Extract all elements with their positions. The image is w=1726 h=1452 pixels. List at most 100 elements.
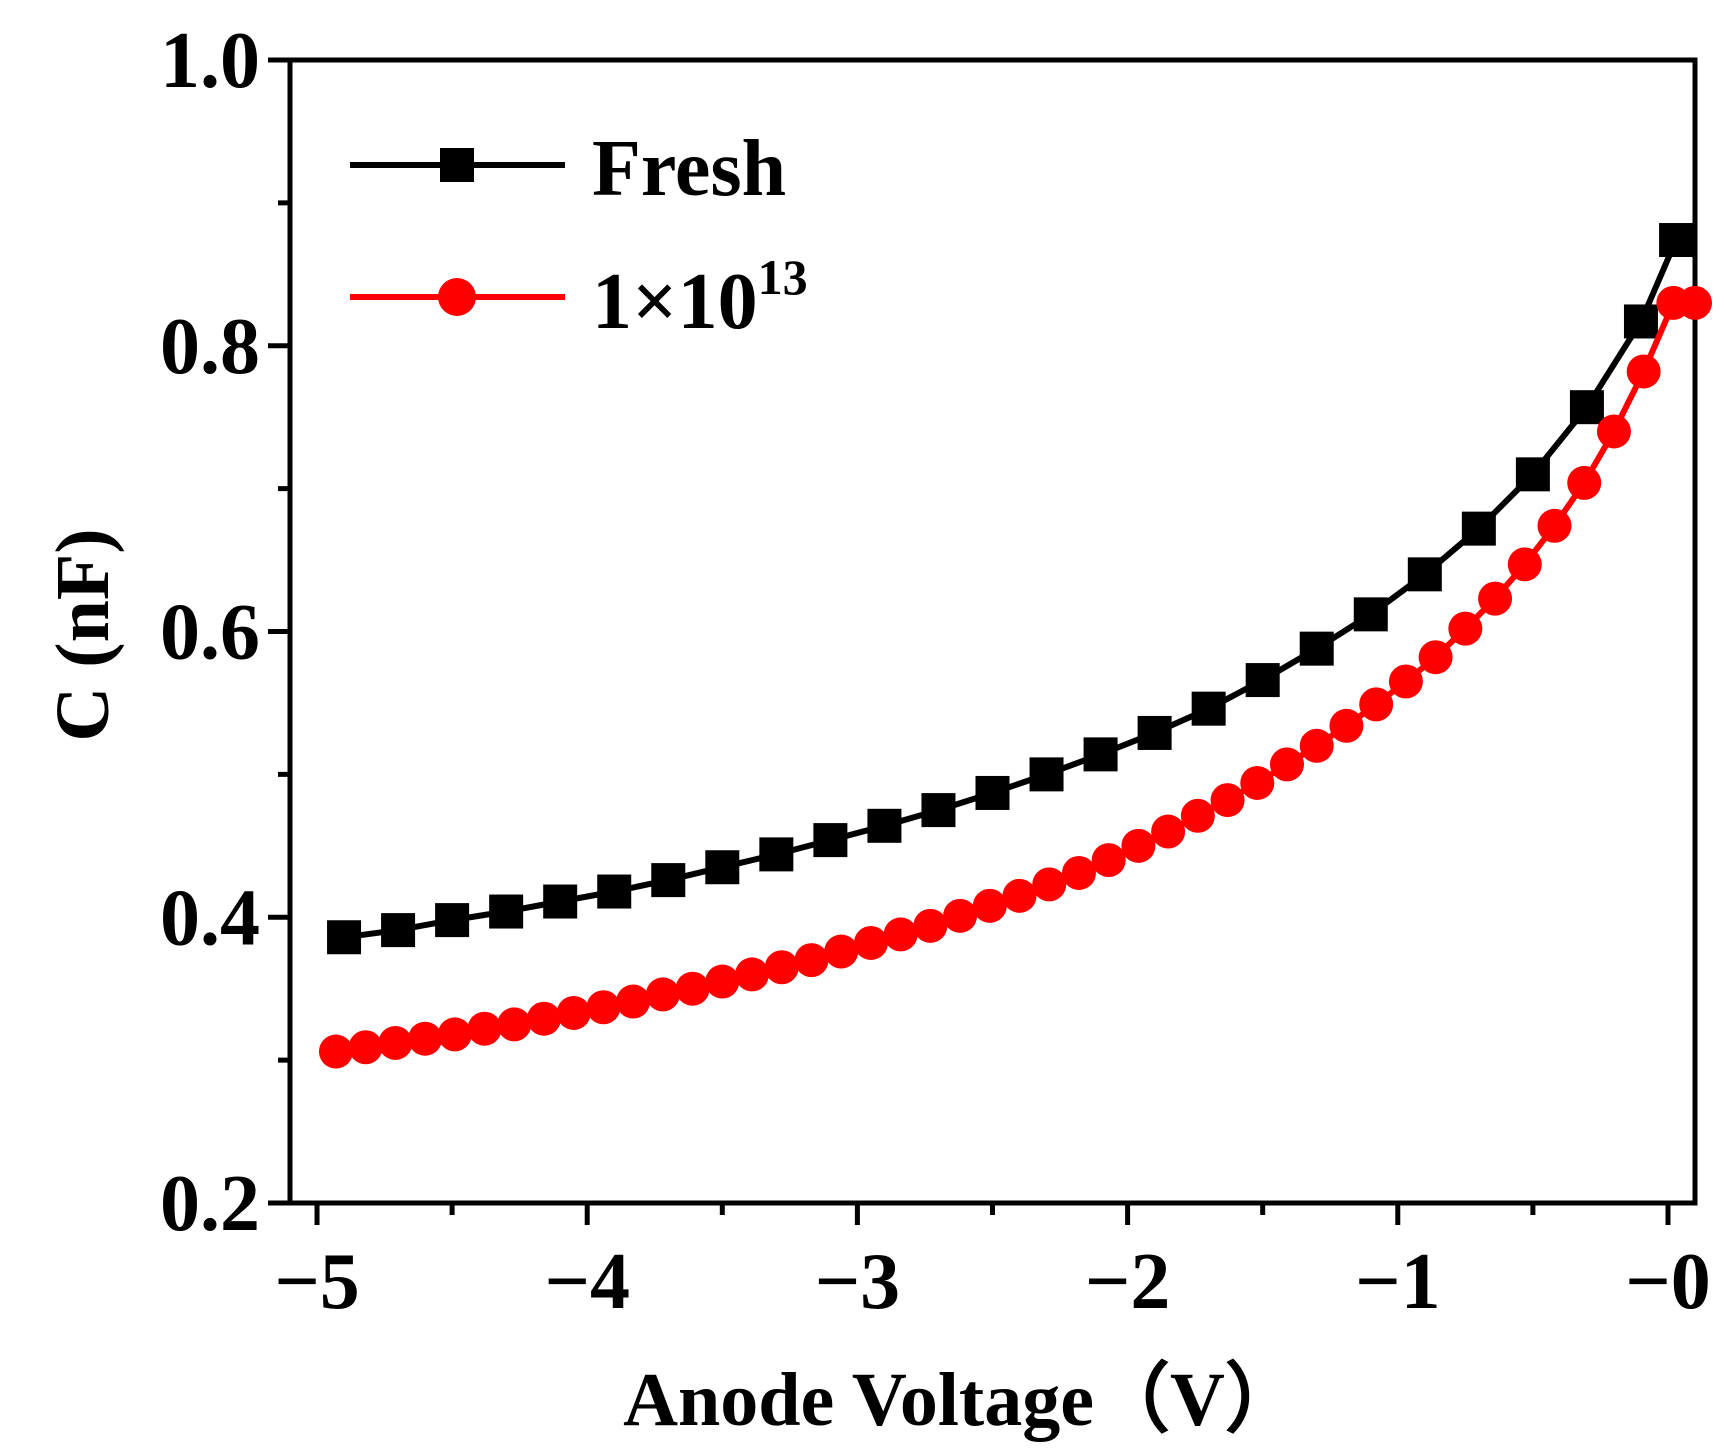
point-fresh bbox=[651, 863, 686, 898]
point-dose bbox=[913, 908, 948, 943]
series-layer bbox=[318, 223, 1712, 1069]
y-tick-label: 0.2 bbox=[160, 1160, 260, 1248]
point-dose bbox=[705, 964, 740, 999]
point-dose bbox=[1061, 855, 1096, 890]
x-tick-label: −5 bbox=[274, 1238, 360, 1326]
y-axis: 0.2 0.4 0.6 0.8 1.0 bbox=[160, 17, 290, 1248]
point-dose bbox=[824, 934, 859, 969]
point-fresh bbox=[1407, 557, 1442, 592]
legend-item-dose: 1×1013 bbox=[350, 249, 808, 346]
point-fresh bbox=[975, 775, 1010, 810]
point-dose bbox=[1418, 640, 1453, 675]
point-fresh bbox=[1029, 757, 1064, 792]
legend-marker-fresh bbox=[440, 148, 474, 182]
point-dose bbox=[586, 990, 621, 1025]
point-fresh bbox=[597, 874, 632, 909]
point-fresh bbox=[381, 913, 416, 948]
point-fresh bbox=[1353, 597, 1388, 632]
legend-label-dose: 1×1013 bbox=[592, 249, 808, 346]
point-dose bbox=[1329, 708, 1364, 743]
point-dose bbox=[1537, 508, 1572, 543]
point-dose bbox=[556, 995, 591, 1030]
point-fresh bbox=[921, 793, 956, 828]
point-fresh bbox=[489, 894, 524, 929]
y-axis-label: C (nF) bbox=[41, 528, 125, 741]
y-tick-label: 0.4 bbox=[160, 874, 260, 962]
point-dose bbox=[408, 1021, 443, 1056]
point-fresh bbox=[1569, 390, 1604, 425]
point-fresh bbox=[1659, 223, 1694, 258]
point-dose bbox=[348, 1030, 383, 1065]
point-dose bbox=[1507, 547, 1542, 582]
point-dose bbox=[1240, 765, 1275, 800]
point-dose bbox=[437, 1017, 472, 1052]
x-tick-label: −4 bbox=[544, 1238, 630, 1326]
point-fresh bbox=[1299, 631, 1334, 666]
point-dose bbox=[1299, 728, 1334, 763]
x-axis: −5 −4 −3 −2 −1 −0 bbox=[274, 1203, 1711, 1326]
point-dose bbox=[1032, 867, 1067, 902]
point-dose bbox=[497, 1007, 532, 1042]
point-dose bbox=[1270, 747, 1305, 782]
point-dose bbox=[1180, 798, 1215, 833]
point-fresh bbox=[435, 903, 470, 938]
point-dose bbox=[1388, 664, 1423, 699]
point-dose bbox=[1678, 285, 1712, 320]
point-fresh bbox=[543, 884, 578, 919]
point-fresh bbox=[1137, 715, 1172, 750]
series-line-fresh bbox=[343, 238, 1679, 941]
point-dose bbox=[1448, 611, 1483, 646]
x-tick-label: −0 bbox=[1625, 1238, 1711, 1326]
legend-item-fresh: Fresh bbox=[350, 125, 786, 213]
point-dose bbox=[1121, 828, 1156, 863]
legend: Fresh 1×1013 bbox=[350, 125, 808, 346]
point-dose bbox=[1091, 843, 1126, 878]
y-tick-label: 0.8 bbox=[160, 303, 260, 391]
point-dose bbox=[645, 977, 680, 1012]
point-fresh bbox=[813, 823, 848, 858]
x-tick-label: −3 bbox=[815, 1238, 901, 1326]
point-dose bbox=[675, 971, 710, 1006]
point-dose bbox=[735, 957, 770, 992]
series-line-dose bbox=[335, 299, 1695, 1055]
point-fresh bbox=[759, 837, 794, 872]
point-dose bbox=[467, 1011, 502, 1046]
point-dose bbox=[1626, 354, 1661, 389]
point-dose bbox=[318, 1034, 353, 1069]
point-dose bbox=[853, 925, 888, 960]
point-fresh bbox=[1191, 691, 1226, 726]
point-fresh bbox=[1623, 304, 1658, 339]
point-dose bbox=[378, 1025, 413, 1060]
point-dose bbox=[526, 1001, 561, 1036]
point-dose bbox=[794, 943, 829, 978]
legend-marker-dose bbox=[438, 278, 476, 316]
point-fresh bbox=[1515, 457, 1550, 492]
legend-label-dose-base: 1×10 bbox=[592, 258, 758, 346]
legend-label-fresh: Fresh bbox=[592, 125, 786, 213]
point-fresh bbox=[1083, 737, 1118, 772]
y-tick-label: 0.6 bbox=[160, 589, 260, 677]
x-axis-label: Anode Voltage（V） bbox=[623, 1358, 1301, 1442]
point-dose bbox=[972, 888, 1007, 923]
point-fresh bbox=[1245, 663, 1280, 698]
point-dose bbox=[616, 984, 651, 1019]
point-dose bbox=[1210, 783, 1245, 818]
point-dose bbox=[1478, 581, 1513, 616]
point-dose bbox=[764, 950, 799, 985]
point-dose bbox=[1596, 414, 1631, 449]
point-fresh bbox=[705, 850, 740, 885]
x-tick-label: −2 bbox=[1085, 1238, 1171, 1326]
point-dose bbox=[883, 917, 918, 952]
point-dose bbox=[1151, 814, 1186, 849]
point-fresh bbox=[1461, 511, 1496, 546]
point-fresh bbox=[867, 808, 902, 843]
point-dose bbox=[943, 898, 978, 933]
point-dose bbox=[1359, 687, 1394, 722]
legend-label-dose-exponent: 13 bbox=[758, 249, 808, 305]
point-dose bbox=[1567, 465, 1602, 500]
x-tick-label: −1 bbox=[1355, 1238, 1441, 1326]
point-dose bbox=[1002, 878, 1037, 913]
point-fresh bbox=[327, 920, 362, 955]
y-tick-label: 1.0 bbox=[160, 17, 260, 105]
